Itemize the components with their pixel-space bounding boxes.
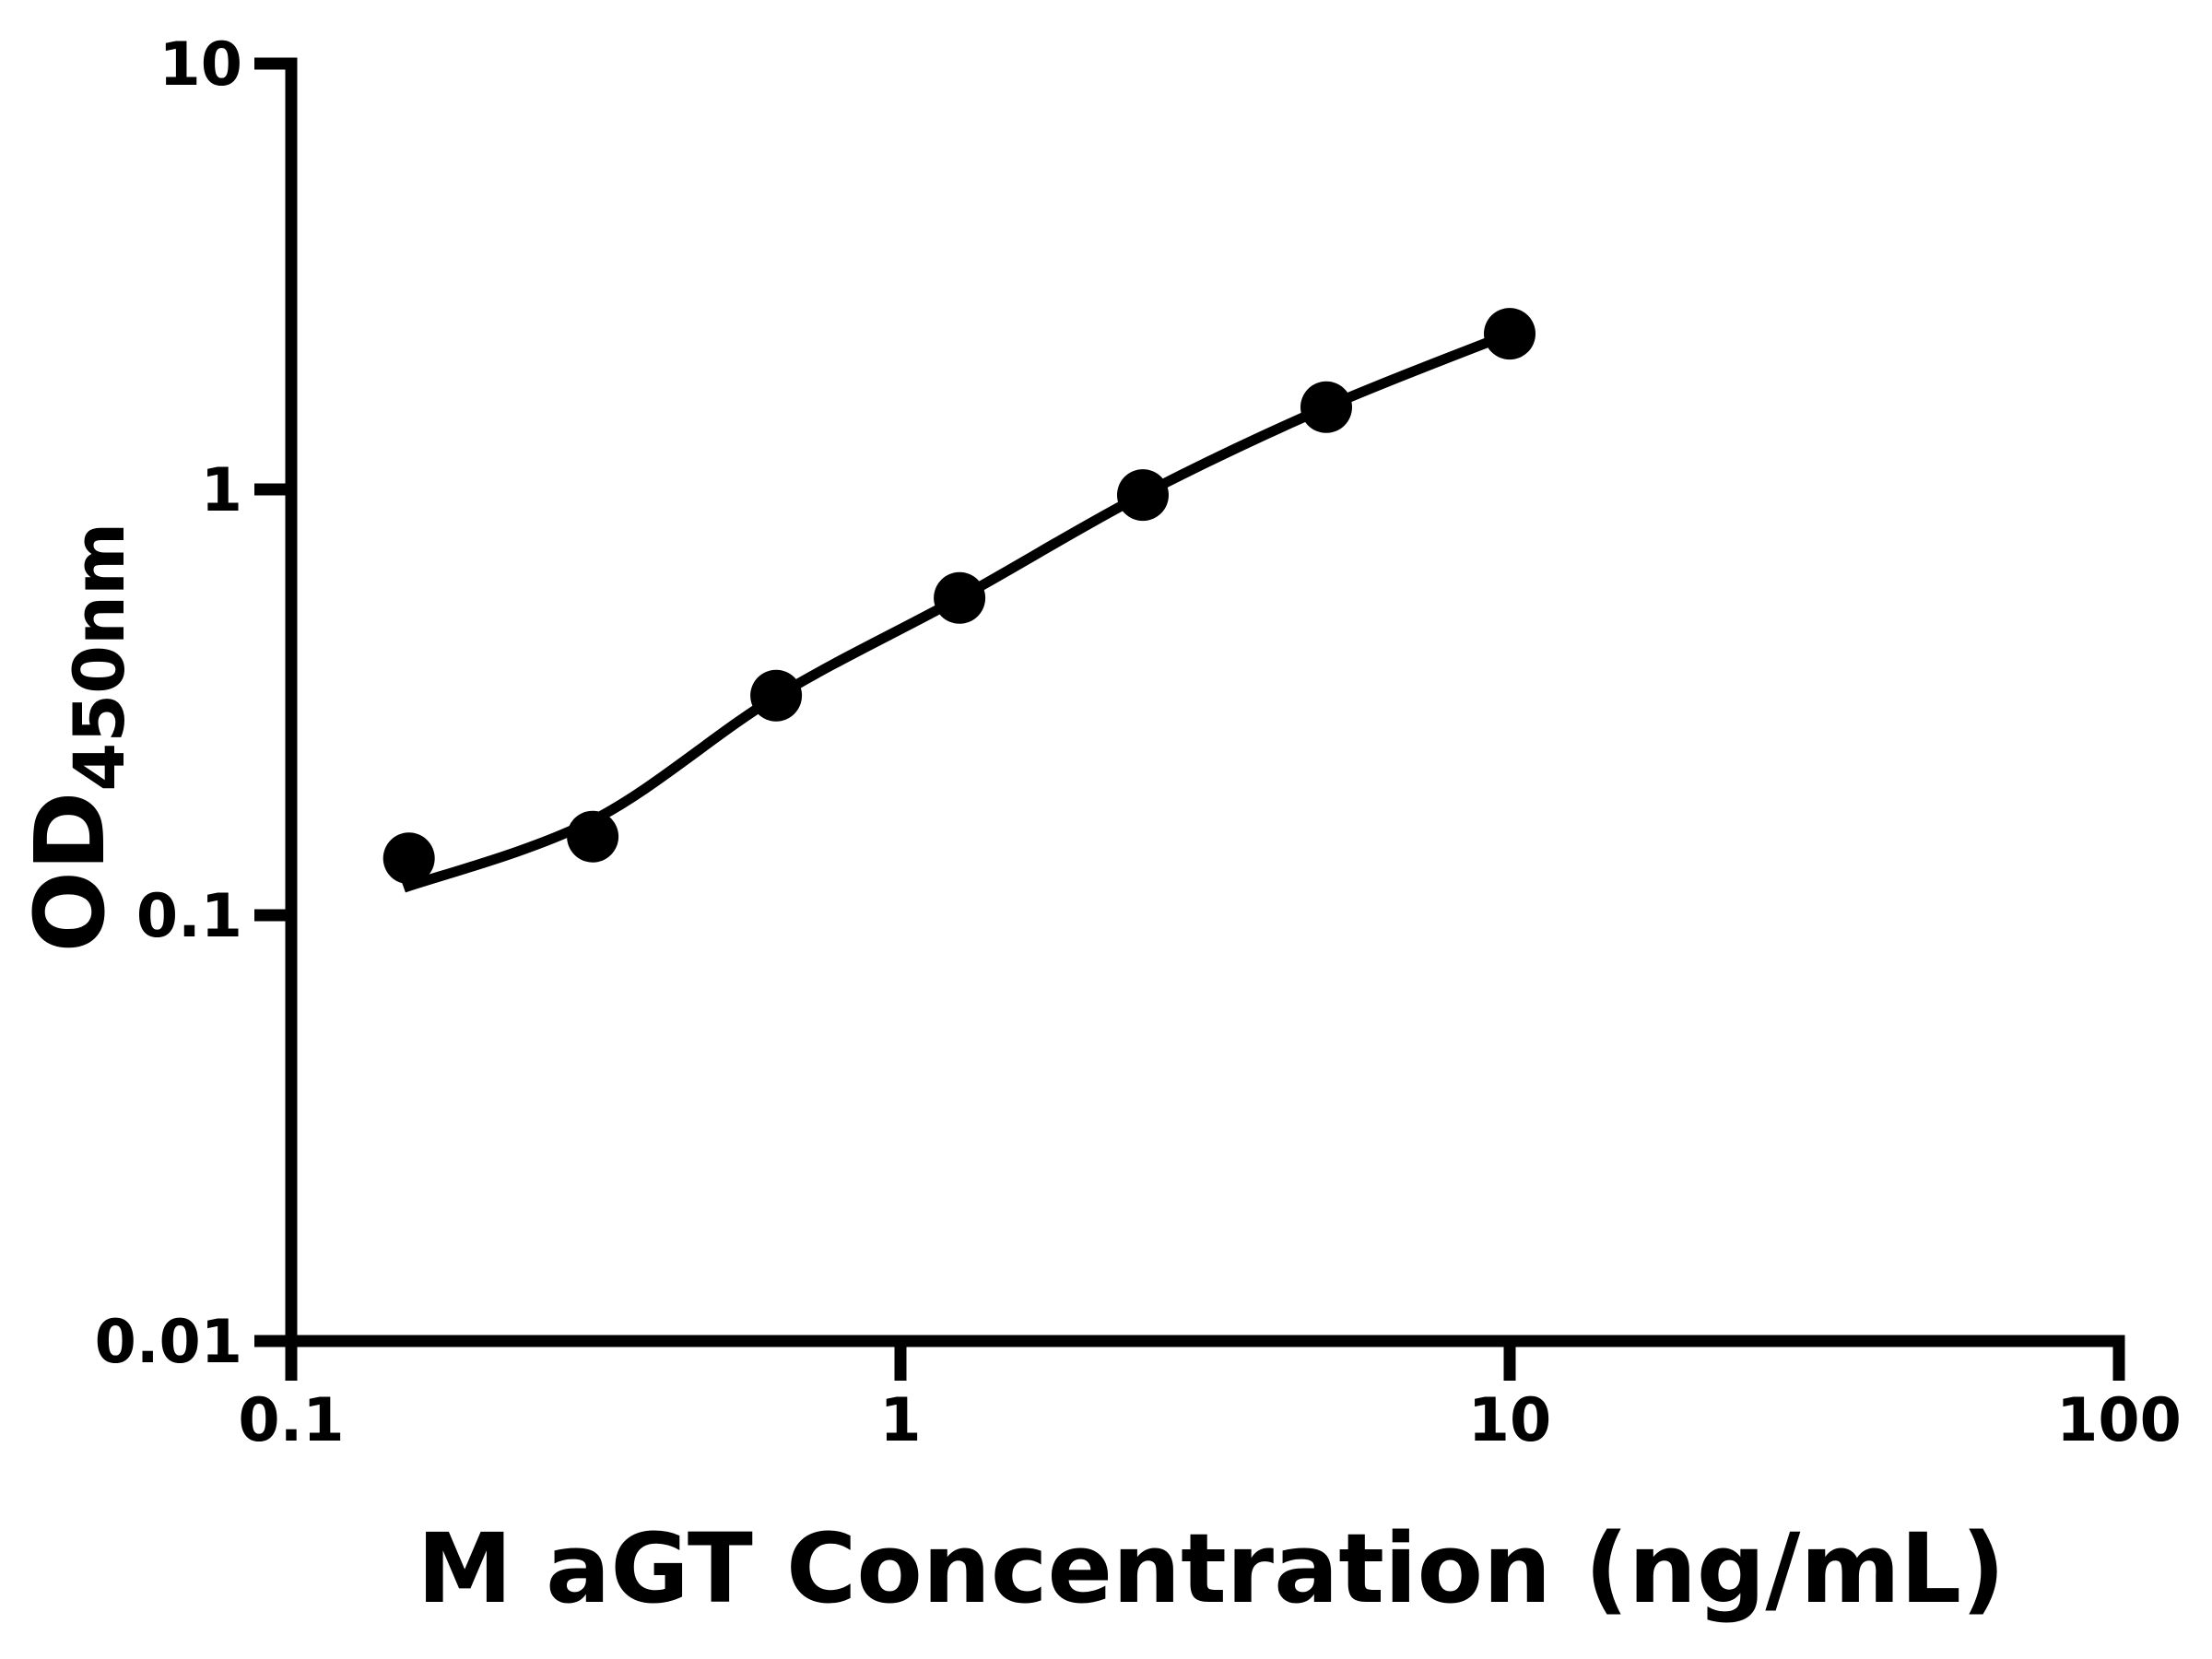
- y-tick-label: 10: [159, 30, 242, 100]
- data-point-marker: [750, 669, 803, 722]
- data-series-layer: [382, 308, 1535, 893]
- data-point-marker: [382, 832, 435, 885]
- x-tick-label: 1: [879, 1386, 921, 1455]
- data-point-marker: [1484, 308, 1535, 360]
- x-tick-label: 0.1: [238, 1386, 344, 1455]
- y-tick-label: 0.1: [136, 882, 242, 951]
- x-tick-label: 10: [1468, 1386, 1551, 1455]
- y-axis-title-subscript: 450nm: [58, 523, 140, 792]
- axes-layer: 0.1 1 10 100 0.01 0.1 1 10: [95, 30, 2182, 1455]
- x-axis-title: M aGT Concentration (ng/mL): [417, 1512, 2005, 1625]
- y-axis-title-main: OD: [14, 792, 126, 953]
- y-axis-title: OD450nm: [14, 523, 140, 953]
- data-point-marker: [567, 810, 619, 863]
- x-tick-label: 100: [2056, 1386, 2182, 1455]
- data-point-marker: [1300, 381, 1352, 433]
- data-point-marker: [1117, 469, 1169, 522]
- data-point-marker: [934, 571, 986, 624]
- y-tick-label: 1: [201, 456, 242, 525]
- y-tick-label: 0.01: [95, 1308, 242, 1377]
